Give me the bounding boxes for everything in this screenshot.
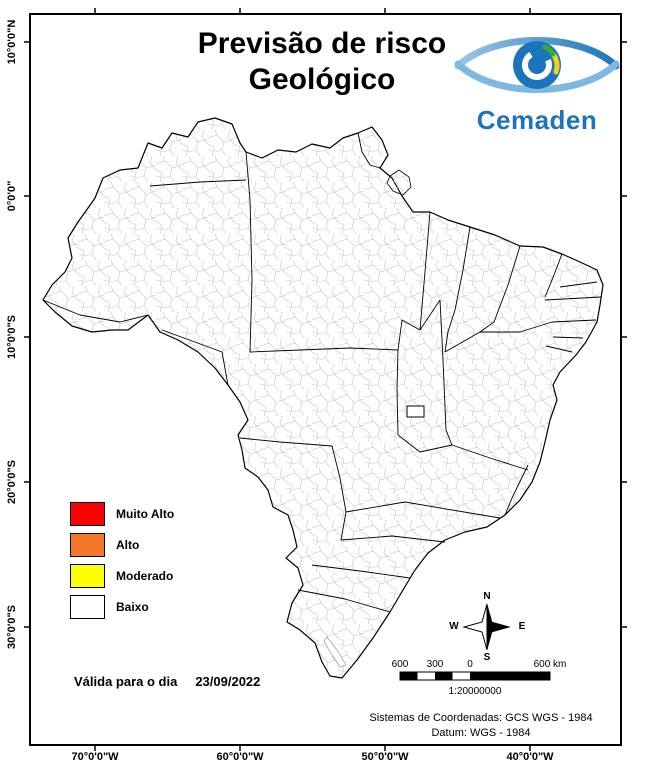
federal-district [406,405,425,418]
legend-item-baixo: Baixo [70,595,174,619]
validity-note: Válida para o dia 23/09/2022 [74,674,260,689]
legend-swatch-moderado [70,564,105,588]
legend-label-muito-alto: Muito Alto [116,507,175,521]
scale-label-300: 300 [426,659,444,670]
cemaden-logo-text: Cemaden [476,105,598,135]
risk-legend: Muito Alto Alto Moderado Baixo [70,502,174,626]
lon-label-60w: 60°0'0"W [216,751,264,763]
compass-e-label: E [518,621,526,632]
legend-label-baixo: Baixo [116,600,149,614]
page-title-line1: Previsão de risco [197,27,447,60]
legend-item-moderado: Moderado [70,564,174,588]
lat-label-30s: 30°0'0"S [6,604,18,650]
legend-label-moderado: Moderado [116,569,174,583]
validity-date: 23/09/2022 [195,674,261,689]
legend-item-muito-alto: Muito Alto [70,502,174,526]
compass-n-label: N [483,591,491,602]
scale-label-600-left: 600 [391,659,409,670]
scale-label-0: 0 [467,659,473,670]
lat-label-20s: 20°0'0"S [6,459,18,505]
compass-s-label: S [483,652,491,663]
cemaden-eye-icon [454,37,620,93]
validity-label: Válida para o dia [74,674,178,689]
legend-swatch-baixo [70,595,105,619]
scale-bar [399,671,551,681]
lat-label-10s: 10°0'0"S [6,314,18,360]
compass-w-label: W [449,621,459,632]
cemaden-logo: Cemaden [452,28,622,135]
municipality-texture [43,118,603,678]
map-frame [29,13,622,746]
lon-label-70w: 70°0'0"W [71,751,119,763]
page-title-line2: Geológico [248,63,396,96]
legend-swatch-alto [70,533,105,557]
north-arrow [462,603,511,651]
lat-label-10n: 10°0'0"N [6,19,18,65]
legend-item-alto: Alto [70,533,174,557]
coordinate-system-line: Sistemas de Coordenadas: GCS WGS - 1984 [369,712,593,724]
marajo-island [386,169,412,196]
scale-label-600km: 600 km [533,659,567,670]
legend-swatch-muito-alto [70,502,105,526]
page-title: Previsão de risco Geológico [142,26,502,98]
coordinate-system-note: Sistemas de Coordenadas: GCS WGS - 1984 … [350,711,612,741]
lon-label-50w: 50°0'0"W [361,751,409,763]
scale-ratio: 1:20000000 [448,686,502,697]
state-boundaries [42,132,602,613]
graticule-ticks [24,8,627,751]
brazil-map [42,117,604,679]
lat-label-0: 0°0'0" [6,180,18,212]
datum-line: Datum: WGS - 1984 [431,727,531,739]
legend-label-alto: Alto [116,538,140,552]
lon-label-40w: 40°0'0"W [506,751,554,763]
patos-lagoon [323,636,347,668]
